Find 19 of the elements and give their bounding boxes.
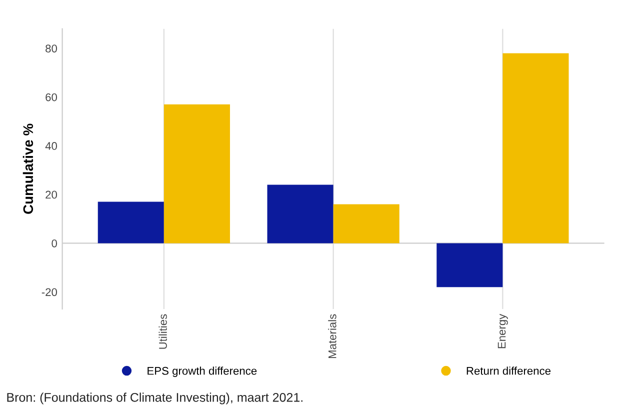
text: Bron: (Foundations of Climate Investing), maart 2021. bbox=[7, 392, 302, 404]
bar bbox=[164, 104, 230, 244]
bar bbox=[502, 53, 569, 244]
bar bbox=[436, 243, 503, 288]
x-tick-label: Materials bbox=[328, 314, 336, 358]
y-tick-label: 80 bbox=[46, 44, 58, 52]
bar bbox=[267, 184, 334, 244]
y-tick-label: 60 bbox=[46, 93, 58, 102]
legend-label: EPS growth difference bbox=[148, 366, 257, 377]
y-tick-label: 40 bbox=[45, 142, 58, 150]
bar bbox=[98, 202, 164, 244]
y-tick-label: 20 bbox=[46, 190, 58, 199]
y-axis-title: Cumulative % bbox=[22, 124, 34, 214]
bar bbox=[333, 204, 400, 244]
y-tick-label: -20 bbox=[42, 288, 58, 296]
x-tick-label: Energy bbox=[498, 314, 508, 348]
legend-label: Return difference bbox=[466, 366, 551, 375]
y-tick-label: 0 bbox=[52, 239, 58, 248]
x-tick-label: Utilities bbox=[158, 314, 167, 349]
